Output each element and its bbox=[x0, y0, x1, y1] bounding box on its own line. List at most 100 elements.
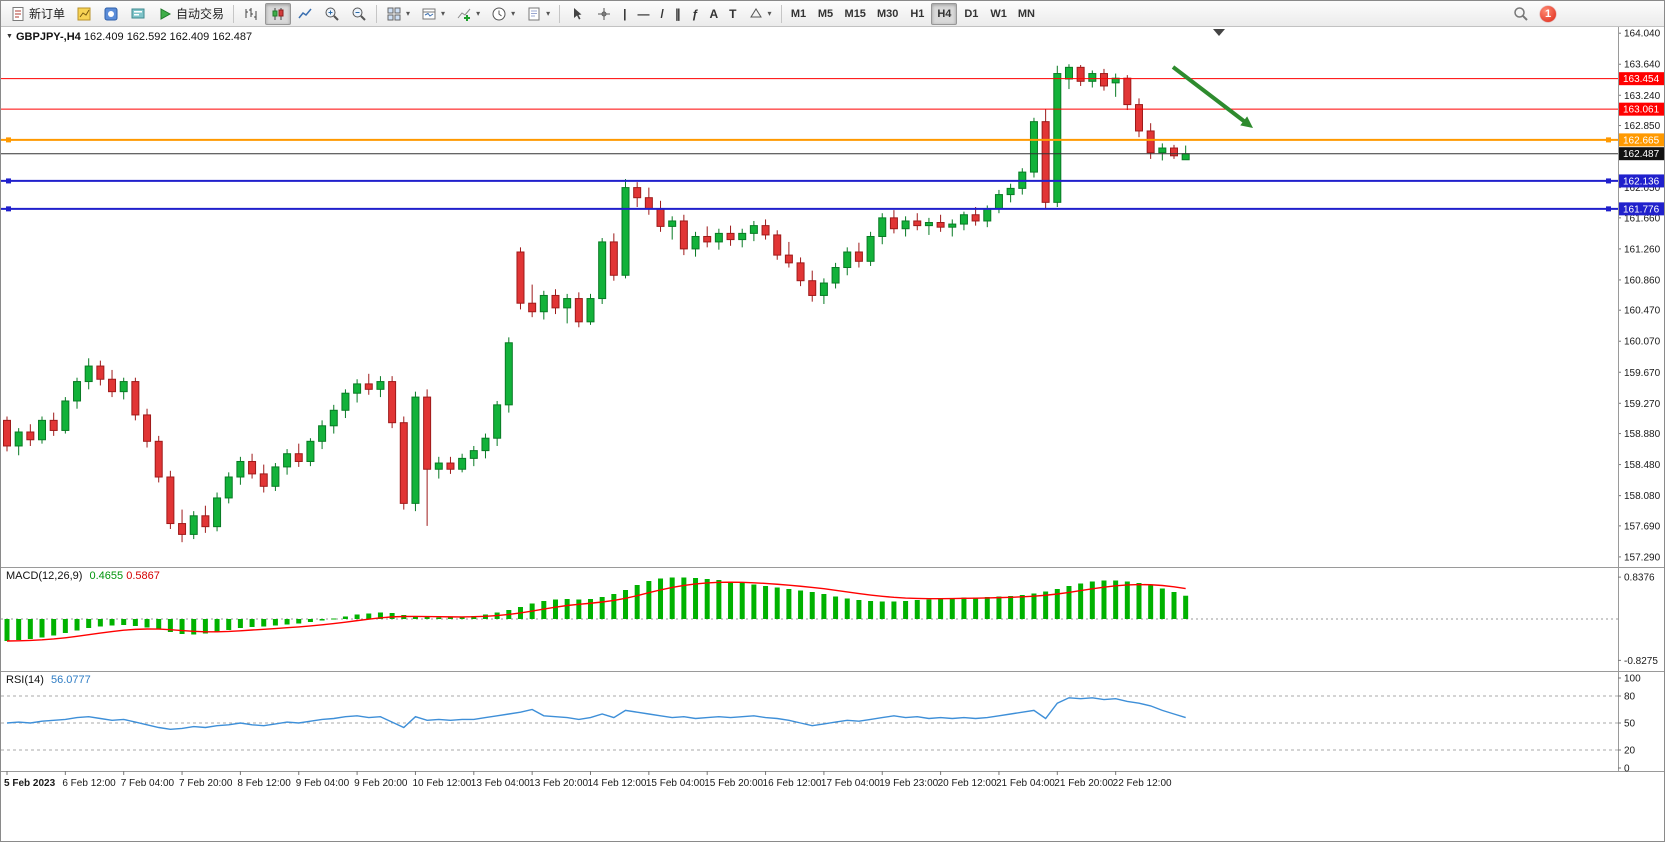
profiles-button[interactable]: ▾ bbox=[416, 3, 450, 25]
svg-text:15 Feb 20:00: 15 Feb 20:00 bbox=[704, 778, 763, 789]
timeframe-button-M1[interactable]: M1 bbox=[790, 7, 807, 20]
trend-arrow[interactable] bbox=[1171, 65, 1249, 126]
hline-handle[interactable] bbox=[1606, 178, 1611, 184]
new-order-icon bbox=[10, 6, 26, 22]
fibonacci-tool-button[interactable]: ƒ bbox=[691, 6, 699, 21]
zoom-in-icon bbox=[324, 6, 340, 22]
terminal-button[interactable] bbox=[125, 3, 151, 25]
hline-tool-button[interactable]: — bbox=[637, 6, 650, 21]
svg-text:163.454: 163.454 bbox=[1623, 74, 1660, 85]
shapes-icon bbox=[748, 6, 764, 22]
price-tag-163.061: 163.061 bbox=[1618, 102, 1664, 116]
svg-text:100: 100 bbox=[1624, 674, 1641, 685]
market-watch-icon bbox=[76, 6, 92, 22]
svg-text:13 Feb 20:00: 13 Feb 20:00 bbox=[529, 778, 588, 789]
svg-text:20: 20 bbox=[1624, 746, 1636, 757]
bar-chart-icon bbox=[243, 6, 259, 22]
indicators-button[interactable]: ▾ bbox=[451, 3, 485, 25]
svg-text:158.080: 158.080 bbox=[1624, 491, 1661, 502]
timeframe-button-M5[interactable]: M5 bbox=[817, 7, 834, 20]
timeframe-group: M1 M5 M15 M30 H1 H4 D1 W1 MN bbox=[786, 2, 1040, 25]
bar-chart-button[interactable] bbox=[238, 3, 264, 25]
label-tool-button[interactable]: T bbox=[729, 6, 737, 21]
template-icon bbox=[526, 6, 542, 22]
text-tool-button[interactable]: A bbox=[709, 6, 719, 21]
svg-text:157.290: 157.290 bbox=[1624, 552, 1661, 563]
price-tag-163.454: 163.454 bbox=[1618, 72, 1664, 86]
main-toolbar: 新订单 自动交易 ▾ ▾ ▾ ▾ ▾ | — / ∥ ƒ A T ▾ bbox=[1, 1, 1664, 27]
trendline-tool-button[interactable]: / bbox=[660, 6, 664, 21]
new-order-button[interactable]: 新订单 bbox=[5, 3, 70, 25]
toolbar-separator bbox=[780, 4, 782, 23]
svg-text:5 Feb 2023: 5 Feb 2023 bbox=[4, 778, 56, 789]
search-button[interactable] bbox=[1508, 3, 1534, 25]
tile-windows-button[interactable]: ▾ bbox=[381, 3, 415, 25]
indicators-ic bbox=[456, 6, 472, 22]
hline-handle[interactable] bbox=[1606, 206, 1611, 212]
timeframe-button-MN[interactable]: MN bbox=[1017, 7, 1035, 20]
timeframe-button-W1[interactable]: W1 bbox=[990, 7, 1007, 20]
timeframe-button-H1[interactable]: H1 bbox=[910, 7, 925, 20]
navigator-button[interactable] bbox=[98, 3, 124, 25]
macd-label: MACD(12,26,9) 0.4655 0.5867 bbox=[6, 570, 160, 582]
chevron-down-icon: ▾ bbox=[476, 9, 481, 18]
svg-text:7 Feb 04:00: 7 Feb 04:00 bbox=[121, 778, 175, 789]
svg-text:16 Feb 12:00: 16 Feb 12:00 bbox=[763, 778, 822, 789]
svg-text:9 Feb 20:00: 9 Feb 20:00 bbox=[354, 778, 408, 789]
vline-tool-button[interactable]: | bbox=[623, 6, 627, 21]
toolbar-separator bbox=[233, 4, 235, 23]
cursor-tool-button[interactable] bbox=[564, 3, 590, 25]
svg-text:80: 80 bbox=[1624, 692, 1636, 703]
svg-text:159.270: 159.270 bbox=[1624, 399, 1661, 410]
auto-trading-label: 自动交易 bbox=[176, 7, 225, 21]
chevron-down-icon: ▾ bbox=[511, 9, 516, 18]
crosshair-tool-button[interactable] bbox=[591, 3, 617, 25]
one-click-collapse-icon[interactable]: ▼ bbox=[6, 33, 13, 40]
shapes-tool-button[interactable]: ▾ bbox=[743, 3, 777, 25]
chevron-down-icon: ▾ bbox=[406, 9, 411, 18]
svg-text:0: 0 bbox=[1624, 764, 1630, 775]
chart-shift-marker-icon[interactable] bbox=[1213, 29, 1225, 36]
price-axis[interactable]: 164.040163.640163.240162.850162.450162.0… bbox=[1618, 29, 1661, 564]
candle-chart-icon bbox=[270, 6, 286, 22]
svg-text:22 Feb 12:00: 22 Feb 12:00 bbox=[1113, 778, 1172, 789]
line-chart-button[interactable] bbox=[292, 3, 318, 25]
svg-text:8 Feb 12:00: 8 Feb 12:00 bbox=[237, 778, 291, 789]
timeframe-button-M15[interactable]: M15 bbox=[844, 7, 866, 20]
toolbar-right-group: 1 bbox=[1508, 3, 1660, 25]
zoom-in-button[interactable] bbox=[319, 3, 345, 25]
auto-trading-button[interactable]: 自动交易 bbox=[152, 3, 229, 25]
chart-canvas[interactable]: 164.040163.640163.240162.850162.450162.0… bbox=[1, 27, 1665, 791]
svg-text:14 Feb 12:00: 14 Feb 12:00 bbox=[588, 778, 647, 789]
toolbar-separator bbox=[376, 4, 378, 23]
terminal-icon bbox=[130, 6, 146, 22]
svg-text:158.880: 158.880 bbox=[1624, 429, 1661, 440]
periods-button[interactable]: ▾ bbox=[486, 3, 520, 25]
toolbar-separator bbox=[559, 4, 561, 23]
svg-text:162.850: 162.850 bbox=[1624, 121, 1661, 132]
new-order-label: 新订单 bbox=[29, 7, 66, 21]
templates-button[interactable]: ▾ bbox=[521, 3, 555, 25]
hline-handle[interactable] bbox=[1606, 137, 1611, 143]
market-watch-button[interactable] bbox=[71, 3, 97, 25]
candle-chart-button[interactable] bbox=[265, 2, 292, 25]
timeframe-button-M30[interactable]: M30 bbox=[876, 7, 899, 20]
timeframe-button-H4[interactable]: H4 bbox=[931, 2, 958, 25]
symbol-label: GBPJPY-,H4 bbox=[16, 31, 81, 43]
channel-tool-button[interactable]: ∥ bbox=[674, 6, 681, 21]
search-icon bbox=[1513, 6, 1529, 22]
zoom-out-button[interactable] bbox=[346, 3, 372, 25]
hline-handle[interactable] bbox=[6, 206, 11, 212]
timeframe-button-D1[interactable]: D1 bbox=[964, 7, 979, 20]
tile-windows-icon bbox=[386, 6, 402, 22]
price-tag-162.487: 162.487 bbox=[1618, 147, 1664, 161]
price-tag-162.665: 162.665 bbox=[1618, 133, 1664, 147]
svg-text:161.260: 161.260 bbox=[1624, 244, 1661, 255]
svg-text:21 Feb 04:00: 21 Feb 04:00 bbox=[996, 778, 1055, 789]
notification-badge[interactable]: 1 bbox=[1540, 5, 1556, 22]
macd-name: MACD(12,26,9) bbox=[6, 570, 83, 582]
hline-handle[interactable] bbox=[6, 137, 11, 143]
hline-handle[interactable] bbox=[6, 178, 11, 184]
time-axis[interactable]: 5 Feb 2023 6 Feb 12:00 7 Feb 04:00 7 Feb 20… bbox=[4, 771, 1172, 789]
